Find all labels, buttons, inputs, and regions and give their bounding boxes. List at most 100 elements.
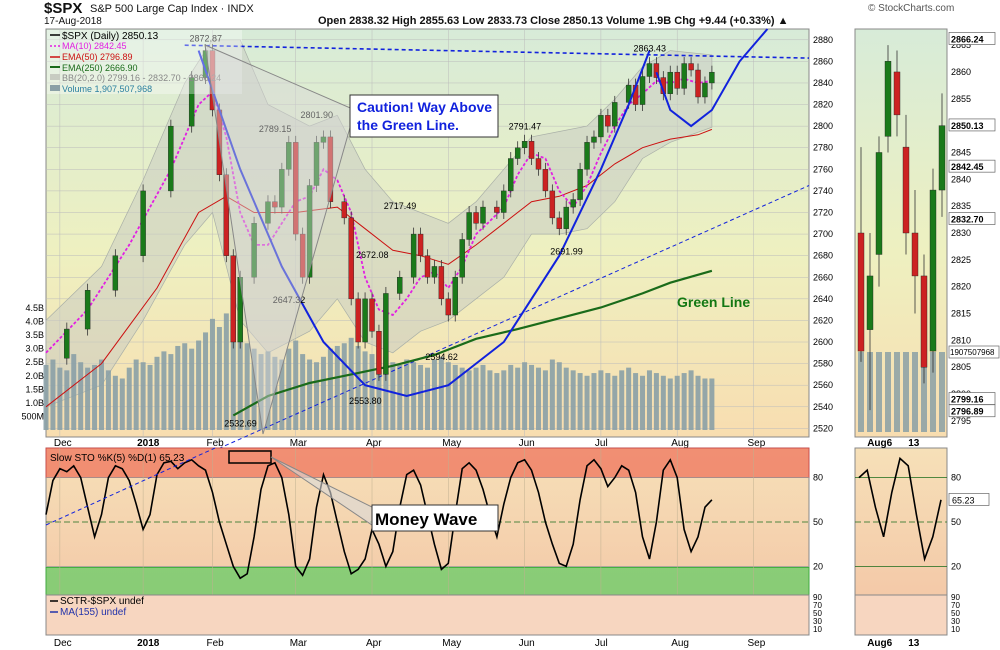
volume-tick-label: 4.0B [25, 317, 44, 327]
legend-volume: Volume 1,907,507,968 [62, 84, 152, 94]
zoom-candle-body [893, 71, 901, 116]
volume-bar [480, 364, 486, 430]
zoom-volume-bar [894, 352, 900, 432]
volume-bar [640, 375, 646, 430]
bb-band [45, 39, 713, 408]
volume-bar [598, 370, 604, 430]
y-tick-label: 2740 [813, 186, 833, 196]
ohlc-readout: Open 2838.32 High 2855.63 Low 2833.73 Cl… [318, 15, 789, 27]
volume-bar [667, 378, 673, 430]
volume-bar [577, 373, 583, 430]
volume-bar [397, 364, 403, 430]
volume-bar [369, 354, 375, 430]
volume-bar [466, 370, 472, 430]
zoom-x-tick-label: Aug6 [867, 438, 892, 449]
sto-tick-label: 50 [813, 517, 823, 527]
candle-body [424, 255, 431, 278]
curve-overlays [197, 28, 769, 398]
candle-body [709, 71, 715, 84]
sctr-tick-label: 30 [813, 617, 822, 626]
candle-body [452, 277, 458, 316]
volume-tick-label: 2.5B [25, 357, 44, 367]
candle-body [327, 136, 334, 202]
volume-bar [438, 356, 444, 430]
candle-body [695, 69, 701, 98]
value-badge [948, 118, 996, 132]
volume-bar [341, 343, 347, 430]
y-tick-label: 2560 [813, 380, 833, 390]
value-badge [948, 404, 996, 418]
volume-tick-label: 3.5B [25, 330, 44, 340]
volume-bar [209, 318, 215, 430]
trend-line [45, 185, 810, 526]
zoom-sctr-tick-label: 30 [951, 617, 960, 626]
money-wave-callout: Money Wave [270, 456, 499, 532]
zoom-candle-body [929, 189, 937, 352]
zoom-volume-bar [930, 352, 936, 432]
value-badge [948, 159, 996, 173]
price-label: 2691.99 [550, 247, 583, 257]
volume-bar [98, 359, 104, 430]
value-badge-text: 2850.13 [951, 121, 984, 131]
zoom-y-tick-label: 2820 [951, 282, 971, 292]
volume-bar [189, 348, 195, 430]
y-tick-label: 2600 [813, 337, 833, 347]
price-label: 2532.69 [224, 419, 257, 429]
volume-bar [612, 375, 618, 430]
volume-bar [314, 362, 320, 430]
sctr-tick-label: 70 [813, 601, 822, 610]
volume-bar [535, 367, 541, 430]
zoom-candle-body [866, 275, 874, 330]
volume-bar [431, 359, 437, 430]
candle-body [598, 115, 604, 138]
candle-body [577, 169, 583, 200]
candle-body [639, 76, 646, 105]
zoom-sto-content: 20 50 80 65.23 [855, 456, 990, 571]
candle-body [417, 233, 424, 256]
volume-bar [161, 351, 167, 430]
volume-bar [71, 354, 77, 430]
price-labels: 2872.87 2789.15 2801.90 2717.49 2672.08 2647.… [190, 33, 666, 428]
zoom-sto-tick-label: 50 [951, 517, 961, 527]
volume-bar [258, 354, 264, 430]
zoom-bottom-x-tick-label: Aug6 [867, 638, 892, 649]
sctr-tick-label: 50 [813, 609, 822, 618]
zoom-y-tick-label: 2835 [951, 201, 971, 211]
candle-body [320, 136, 327, 143]
value-badge-text: 2842.45 [951, 162, 984, 172]
candle-body [251, 223, 257, 278]
x-tick-label: Jul [595, 438, 608, 449]
volume-bar [515, 367, 521, 430]
candle-body [549, 190, 556, 219]
volume-bar [709, 378, 715, 430]
candle-body [265, 201, 271, 224]
trend-line-extension [45, 447, 216, 526]
candle-body [64, 328, 70, 359]
ema250-line [232, 269, 713, 417]
zoom-y-axis: 2795280028052810281528202825283028352840… [948, 32, 1000, 426]
money-wave-text: Money Wave [375, 510, 477, 529]
volume-bar [334, 345, 340, 430]
volume-bar [320, 356, 326, 430]
candle-body [445, 298, 452, 316]
stockcharts-credit: © StockCharts.com [868, 3, 955, 14]
zoom-sctr-tick-label: 70 [951, 601, 960, 610]
volume-bar [126, 367, 132, 430]
x-tick-label: Mar [290, 438, 308, 449]
candle-body [286, 142, 292, 170]
green-line-label: Green Line [677, 294, 750, 310]
oversold-band [45, 567, 810, 596]
volume-bar [175, 345, 181, 430]
candle-body [556, 217, 562, 229]
candle-body [653, 63, 660, 78]
candle-body [112, 255, 119, 291]
y-tick-label: 2580 [813, 359, 833, 369]
candle-body [591, 136, 597, 143]
zoom-volume-bar [858, 352, 864, 432]
sctr-label: SCTR-$SPX undef [60, 596, 144, 607]
volume-bar [78, 362, 84, 430]
y-tick-label: 2720 [813, 207, 833, 217]
volume-bar [411, 362, 417, 430]
zoom-volume-bar [912, 352, 918, 432]
